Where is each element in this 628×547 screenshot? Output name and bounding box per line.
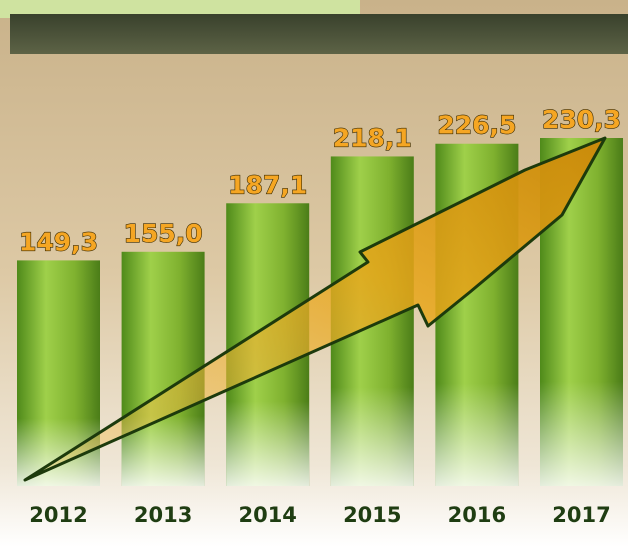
x-tick-label: 2012 [29,503,87,527]
bar-fade [121,251,205,486]
trend-arrow [23,136,607,482]
value-label: 187,1 [228,170,307,199]
x-tick-label: 2017 [552,503,610,527]
x-tick-label: 2013 [134,503,192,527]
value-label: 218,1 [333,123,412,152]
value-label: 226,5 [437,111,516,140]
top-band [0,0,360,18]
value-label: 155,0 [124,219,203,248]
x-tick-label: 2015 [343,503,401,527]
value-label: 149,3 [19,227,98,256]
value-label: 230,3 [542,105,621,134]
x-tick-label: 2014 [238,503,296,527]
tree-line [10,14,628,54]
x-tick-label: 2016 [448,503,506,527]
